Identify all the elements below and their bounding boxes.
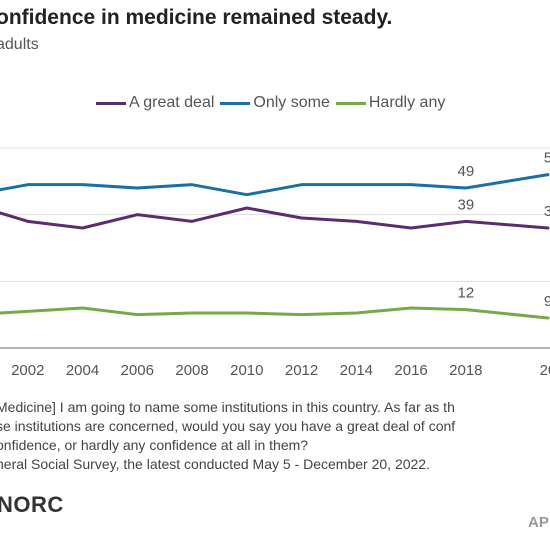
data-label: 9: [544, 293, 550, 310]
legend-swatch-only-some: [220, 101, 251, 105]
legend-item-only-some: Only some: [220, 94, 330, 112]
chart-legend: A great deal Only some Hardly any: [96, 94, 451, 112]
x-tick-label: 2016: [394, 362, 427, 379]
chart-title: onfidence in medicine remained steady.: [0, 6, 393, 29]
chart-notes: Medicine] I am going to name some instit…: [0, 398, 455, 474]
legend-swatch-great-deal: [96, 101, 126, 105]
x-tick-label: 2002: [11, 362, 44, 379]
x-tick-label: 2008: [175, 362, 208, 379]
legend-label-only-some: Only some: [253, 94, 330, 111]
line-chart: 2002200420062008201020122014201620182039…: [0, 147, 550, 379]
series-line-hardly-any: [0, 306, 550, 320]
x-tick-label: 2014: [340, 362, 373, 379]
legend-label-great-deal: A great deal: [129, 94, 215, 111]
x-tick-label: 2010: [230, 362, 263, 379]
notes-question-line-1: Medicine] I am going to name some instit…: [0, 399, 455, 415]
notes-question-line-3: onfidence, or hardly any confidence at a…: [0, 437, 309, 453]
x-tick-label: 2018: [449, 362, 482, 379]
notes-source-line: neral Social Survey, the latest conducte…: [0, 456, 430, 472]
data-label: 3: [544, 203, 550, 220]
legend-item-hardly-any: Hardly any: [335, 94, 446, 112]
series-line-only-some: [0, 173, 550, 197]
x-tick-label: 2004: [66, 362, 99, 379]
data-label: 49: [458, 163, 475, 180]
data-label: 5: [544, 150, 550, 167]
legend-label-hardly-any: Hardly any: [368, 94, 446, 111]
data-label: 39: [458, 196, 475, 213]
legend-swatch-hardly-any: [335, 101, 366, 105]
x-tick-label: 2006: [121, 362, 154, 379]
chart-subtitle: adults: [0, 36, 39, 53]
legend-item-great-deal: A great deal: [96, 94, 214, 112]
x-tick-label: 20: [540, 362, 550, 379]
series-line-a-great-deal: [0, 206, 550, 230]
notes-question-line-2: se institutions are concerned, would you…: [0, 418, 456, 434]
x-tick-label: 2012: [285, 362, 318, 379]
norc-logo: NORC: [0, 492, 64, 517]
ap-credit: AP: [528, 514, 549, 531]
data-label: 12: [458, 285, 475, 302]
